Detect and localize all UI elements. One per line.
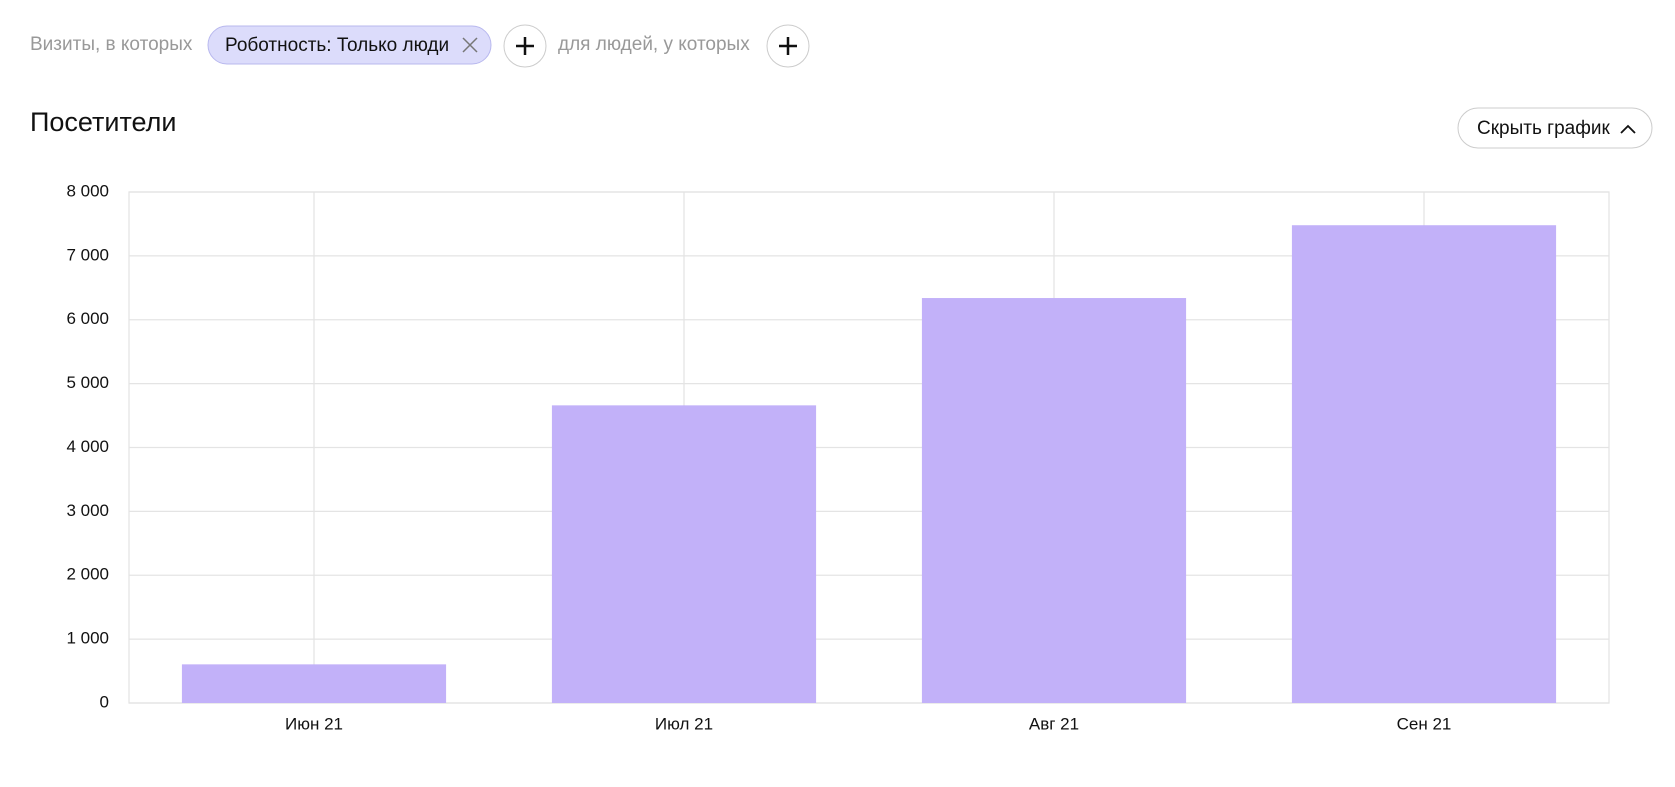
toggle-button[interactable]: Скрыть график bbox=[1457, 107, 1653, 149]
y-tick-label: 0 bbox=[100, 692, 109, 711]
x-tick-label: Авг 21 bbox=[1029, 714, 1079, 733]
filter-chip[interactable]: Роботность: Только люди bbox=[207, 25, 492, 65]
chip-label: Роботность: Только люди bbox=[225, 35, 449, 56]
y-tick-label: 5 000 bbox=[66, 373, 109, 392]
filter-suffix: для людей, у которых bbox=[558, 34, 750, 55]
section-title: Посетители bbox=[30, 107, 177, 137]
y-tick-label: 2 000 bbox=[66, 565, 109, 584]
y-tick-label: 4 000 bbox=[66, 437, 109, 456]
y-tick-label: 3 000 bbox=[66, 501, 109, 520]
chip-close[interactable] bbox=[462, 37, 478, 53]
y-tick-label: 7 000 bbox=[66, 245, 109, 264]
bar bbox=[551, 405, 817, 703]
add-button[interactable] bbox=[766, 24, 810, 68]
x-tick-label: Сен 21 bbox=[1397, 714, 1452, 733]
plot-frame bbox=[128, 191, 1610, 704]
chip-bg bbox=[207, 25, 492, 65]
y-tick-label: 1 000 bbox=[66, 629, 109, 648]
x-tick-label: Июн 21 bbox=[285, 714, 343, 733]
x-tick-label: Июл 21 bbox=[655, 714, 713, 733]
filter-prefix: Визиты, в которых bbox=[30, 34, 193, 55]
bar bbox=[1291, 225, 1557, 703]
bar bbox=[181, 664, 447, 703]
plot: 0 1 000 2 000 3 000 4 000 5 000 6 000 7 000 8 00… bbox=[66, 181, 1610, 733]
add-button[interactable] bbox=[503, 24, 547, 68]
y-tick-label: 6 000 bbox=[66, 309, 109, 328]
bar bbox=[921, 298, 1187, 703]
toggle-label: Скрыть график bbox=[1477, 118, 1610, 139]
y-tick-label: 8 000 bbox=[66, 181, 109, 200]
